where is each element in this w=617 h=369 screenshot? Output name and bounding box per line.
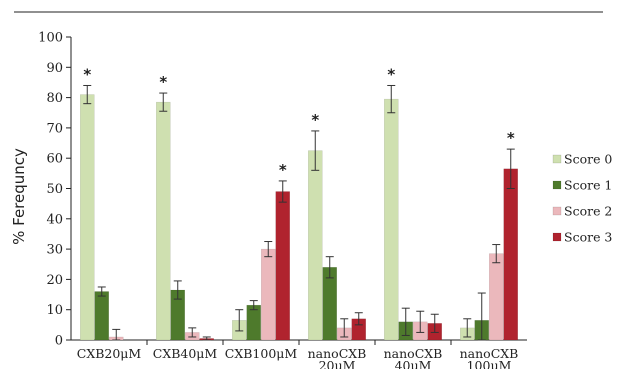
legend: Score 0 Score 1 Score 2 Score 3 — [552, 152, 612, 245]
y-axis-title: % Ferequncy — [10, 148, 28, 245]
x-category-label: nanoCXB — [308, 346, 367, 361]
x-category-label: 40μM — [395, 358, 432, 369]
x-category-label: nanoCXB — [460, 346, 519, 361]
bar — [156, 101, 171, 341]
significance-marker: * — [507, 129, 515, 147]
significance-marker: * — [279, 161, 287, 179]
bar — [489, 253, 504, 341]
bar — [308, 150, 323, 341]
significance-marker: * — [83, 65, 91, 83]
significance-marker: * — [311, 111, 319, 129]
legend-swatch — [552, 206, 562, 216]
y-tick-label: 80 — [46, 91, 63, 106]
bar — [94, 291, 109, 341]
bar — [80, 94, 95, 341]
x-category-label: nanoCXB — [384, 346, 443, 361]
legend-swatch — [552, 180, 562, 190]
y-tick-label: 40 — [46, 212, 63, 227]
axes: 0 10 20 30 40 50 60 70 80 90 100 % Ferequncy CXB20μM… — [10, 31, 527, 369]
legend-swatch — [552, 154, 562, 164]
legend-label: Score 0 — [564, 152, 612, 167]
bar — [275, 191, 290, 341]
bars: * * * * * * — [80, 65, 518, 341]
legend-label: Score 2 — [564, 204, 612, 219]
x-category-label: CXB20μM — [77, 346, 142, 361]
legend-swatch — [552, 232, 562, 242]
x-category-label: 20μM — [319, 358, 356, 369]
bar — [384, 98, 399, 341]
y-tick-label: 30 — [46, 243, 63, 258]
significance-marker: * — [159, 73, 167, 91]
y-tick-label: 0 — [55, 334, 63, 349]
x-category-label: 100μM — [467, 358, 512, 369]
y-tick-label: 100 — [38, 31, 63, 46]
legend-label: Score 3 — [564, 230, 612, 245]
bar — [261, 248, 276, 341]
y-tick-label: 90 — [46, 61, 63, 76]
bar — [246, 304, 261, 341]
x-category-label: CXB100μM — [225, 346, 298, 361]
y-tick-label: 50 — [46, 182, 63, 197]
y-tick-label: 10 — [46, 303, 63, 318]
y-tick-label: 70 — [46, 121, 63, 136]
bar — [503, 168, 518, 341]
x-category-label: CXB40μM — [153, 346, 218, 361]
y-tick-label: 60 — [46, 152, 63, 167]
legend-label: Score 1 — [564, 178, 612, 193]
significance-marker: * — [387, 65, 395, 83]
y-tick-label: 20 — [46, 273, 63, 288]
